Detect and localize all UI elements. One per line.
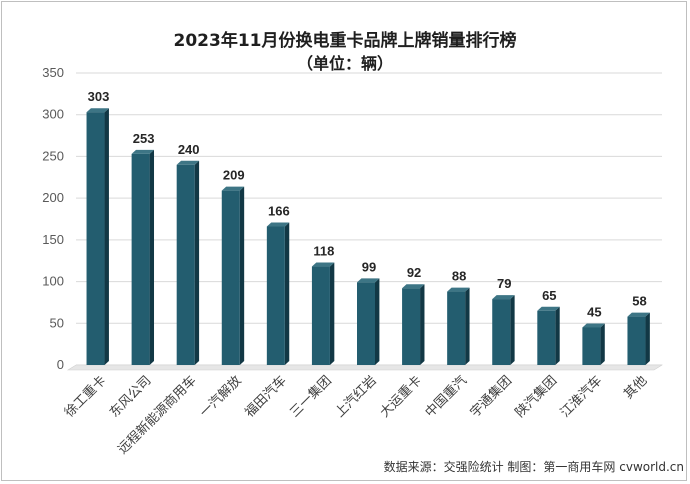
category-label: 三一集团 (287, 373, 335, 421)
value-label: 45 (587, 304, 601, 319)
category-label: 上汽红岩 (332, 373, 380, 421)
bar (86, 112, 105, 365)
bar-side (194, 160, 200, 365)
category-label: 徐工重卡 (61, 373, 109, 421)
value-label: 209 (223, 168, 245, 183)
value-label: 58 (632, 294, 646, 309)
bar (402, 288, 421, 365)
bar-side (149, 149, 155, 365)
bar-top (131, 149, 155, 154)
chart-title: 2023年11月份换电重卡品牌上牌销量排行榜 (173, 31, 517, 51)
bar-top (221, 186, 245, 191)
bar-side (465, 287, 470, 365)
bar (176, 164, 195, 365)
bar (357, 282, 375, 365)
category-label: 大运重卡 (377, 373, 425, 421)
category-label: 中国重汽 (422, 373, 470, 421)
bar (492, 299, 511, 365)
bar (447, 291, 466, 365)
category-label: 一汽解放 (197, 373, 244, 420)
value-label: 303 (88, 89, 110, 104)
bar-side (645, 312, 650, 365)
bar-top (447, 287, 470, 292)
bar-top (86, 108, 109, 113)
bar-side (600, 323, 605, 365)
bar-side (104, 108, 109, 365)
value-label: 88 (452, 269, 466, 284)
bar-top (357, 278, 380, 283)
bar (266, 226, 285, 365)
category-label: 江淮汽车 (557, 373, 605, 421)
category-label: 陕汽集团 (512, 373, 560, 421)
bar-top (537, 306, 560, 311)
y-tick-label: 200 (42, 190, 64, 205)
category-label: 其他 (621, 373, 650, 402)
value-label: 253 (133, 131, 155, 146)
bar-side (329, 262, 335, 365)
value-label: 92 (407, 265, 421, 280)
y-tick-label: 250 (42, 148, 64, 163)
bar-top (266, 222, 290, 227)
bar-top (627, 312, 650, 317)
bar-side (555, 306, 560, 365)
category-label: 福田汽车 (242, 373, 290, 421)
bar (221, 190, 240, 365)
bar-top (402, 284, 425, 289)
chart-subtitle: （单位：辆） (296, 54, 393, 73)
y-tick-label: 0 (57, 357, 64, 372)
bar-top (492, 295, 515, 300)
bar-top (582, 323, 605, 328)
y-tick-label: 100 (42, 274, 64, 289)
y-tick-label: 300 (42, 107, 64, 122)
y-tick-label: 50 (50, 315, 64, 330)
bar (537, 310, 556, 365)
data-source-footer: 数据来源：交强险统计 制图：第一商用车网 cvworld.cn (383, 460, 684, 474)
bar (311, 266, 330, 365)
bar (582, 327, 601, 365)
bar-side (420, 284, 425, 365)
bar-side (239, 186, 245, 365)
bar (627, 316, 646, 365)
y-tick-label: 350 (42, 65, 64, 80)
value-label: 240 (178, 142, 200, 157)
value-label: 99 (362, 259, 376, 274)
bar-side (510, 295, 515, 365)
bar-side (284, 222, 290, 365)
bar (131, 153, 150, 365)
y-tick-label: 150 (42, 232, 64, 247)
bar-side (375, 278, 380, 365)
category-label: 远程新能源商用车 (115, 373, 200, 458)
value-label: 65 (542, 288, 556, 303)
value-label: 79 (497, 276, 511, 291)
chart-floor (66, 364, 664, 371)
bar-top (176, 160, 200, 165)
category-label: 宇通集团 (467, 373, 515, 421)
value-label: 166 (268, 204, 290, 219)
bar-top (311, 262, 335, 267)
value-label: 118 (313, 244, 334, 259)
